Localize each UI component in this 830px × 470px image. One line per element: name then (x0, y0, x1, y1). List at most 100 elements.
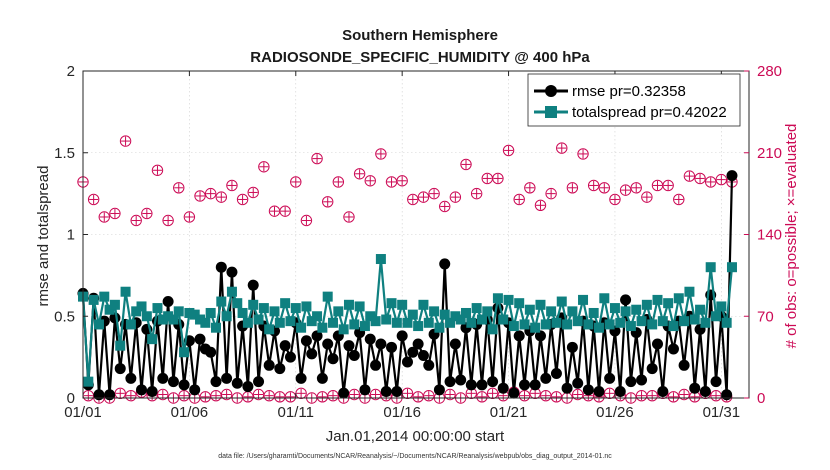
rmse-point (359, 384, 371, 396)
rmse-point (327, 353, 339, 365)
obs-count-point (157, 388, 169, 401)
rmse-point (572, 377, 584, 389)
x-tick-label: 01/11 (278, 404, 314, 421)
obs-count-point (550, 391, 563, 403)
totalspread-point (482, 306, 493, 317)
rmse-point (104, 389, 116, 401)
rmse-point (699, 385, 711, 397)
legend-box (527, 73, 741, 127)
rmse-point (652, 338, 664, 350)
data-file-footer: data file: /Users/gharamti/Documents/NCA… (218, 453, 612, 460)
obs-count-point (199, 391, 212, 403)
rmse-point (279, 340, 291, 352)
obs-count-point (470, 187, 483, 200)
rmse-point (513, 330, 525, 342)
obs-count-point (183, 211, 196, 223)
obs-possible-marker (87, 193, 100, 206)
totalspread-point (615, 317, 626, 328)
totalspread-point (593, 322, 604, 333)
obs-possible-marker (173, 182, 185, 194)
rmse-point (311, 330, 323, 342)
totalspread-point (423, 317, 434, 328)
obs-possible-marker (279, 205, 291, 217)
rmse-point (455, 374, 467, 386)
obs-possible-marker (125, 389, 137, 402)
obs-possible-marker (439, 200, 451, 213)
totalspread-point (237, 307, 248, 318)
obs-possible-marker (194, 190, 206, 202)
obs-count-point (513, 193, 525, 206)
x-axis-label: Jan.01,2014 00:00:00 start (326, 428, 505, 445)
totalspread-point (471, 303, 482, 314)
obs-count-point (263, 389, 275, 402)
obs-count-point (646, 389, 658, 402)
obs-possible-marker (577, 148, 589, 160)
obs-count-point (704, 176, 717, 188)
obs-count-point (635, 389, 648, 402)
totalspread-point (264, 324, 275, 335)
obs-count-point (210, 389, 222, 402)
totalspread-point (684, 286, 695, 297)
obs-possible-marker (332, 176, 345, 188)
right-y-axis-label: # of obs: o=possible; ×=evaluated (783, 124, 800, 349)
totalspread-point (572, 316, 583, 327)
totalspread-point (312, 311, 323, 322)
totalspread-point (354, 301, 365, 312)
rmse-point (667, 343, 679, 355)
obs-possible-marker (449, 191, 462, 203)
obs-count-point (651, 179, 664, 192)
obs-possible-marker (609, 193, 621, 206)
rmse-point (157, 372, 169, 384)
obs-count-point (353, 168, 366, 180)
rmse-point (433, 384, 445, 396)
rmse-point (487, 376, 499, 388)
totalspread-point (147, 334, 158, 345)
rmse-point (614, 385, 626, 397)
rmse-point (540, 372, 552, 384)
obs-count-point (673, 193, 685, 206)
obs-count-point (609, 193, 621, 206)
totalspread-point (711, 311, 722, 322)
obs-possible-marker (162, 214, 174, 227)
rmse-point (497, 382, 509, 394)
obs-count-point (173, 182, 185, 194)
obs-possible-marker (423, 389, 435, 402)
totalspread-point (88, 294, 99, 305)
obs-count-point (151, 164, 164, 176)
left-y-axis-ticks: 0 0.5 1 1.5 2 (54, 63, 88, 407)
obs-possible-marker (348, 388, 360, 401)
obs-possible-marker (630, 182, 642, 194)
rmse-point (423, 359, 435, 371)
totalspread-point (338, 324, 349, 335)
obs-possible-marker (476, 391, 488, 403)
totalspread-point (131, 306, 142, 317)
obs-possible-marker (486, 387, 499, 400)
totalspread-point (115, 340, 126, 351)
rmse-point (508, 387, 520, 399)
totalspread-point (322, 291, 333, 302)
rmse-point (439, 258, 451, 270)
totalspread-point (695, 304, 706, 315)
obs-possible-marker (157, 388, 169, 401)
totalspread-point (120, 286, 131, 297)
obs-possible-marker (151, 164, 164, 176)
obs-count-point (667, 391, 680, 403)
right-y-tick-label: 210 (757, 145, 782, 162)
rmse-point (444, 376, 456, 388)
totalspread-point (567, 306, 578, 317)
obs-count-point (476, 391, 488, 403)
obs-count-point (481, 172, 493, 185)
obs-count-point (258, 161, 270, 173)
right-y-tick-label: 70 (757, 308, 774, 325)
obs-possible-marker (646, 389, 658, 402)
totalspread-point (439, 309, 450, 320)
obs-count-point (460, 158, 472, 171)
obs-count-point (694, 172, 706, 185)
totalspread-point (306, 316, 317, 327)
rmse-point (295, 372, 307, 384)
obs-count-point (417, 191, 430, 203)
totalspread-point (83, 376, 94, 387)
rmse-point (226, 266, 238, 278)
obs-count-point (290, 176, 302, 188)
rmse-point (465, 379, 477, 391)
